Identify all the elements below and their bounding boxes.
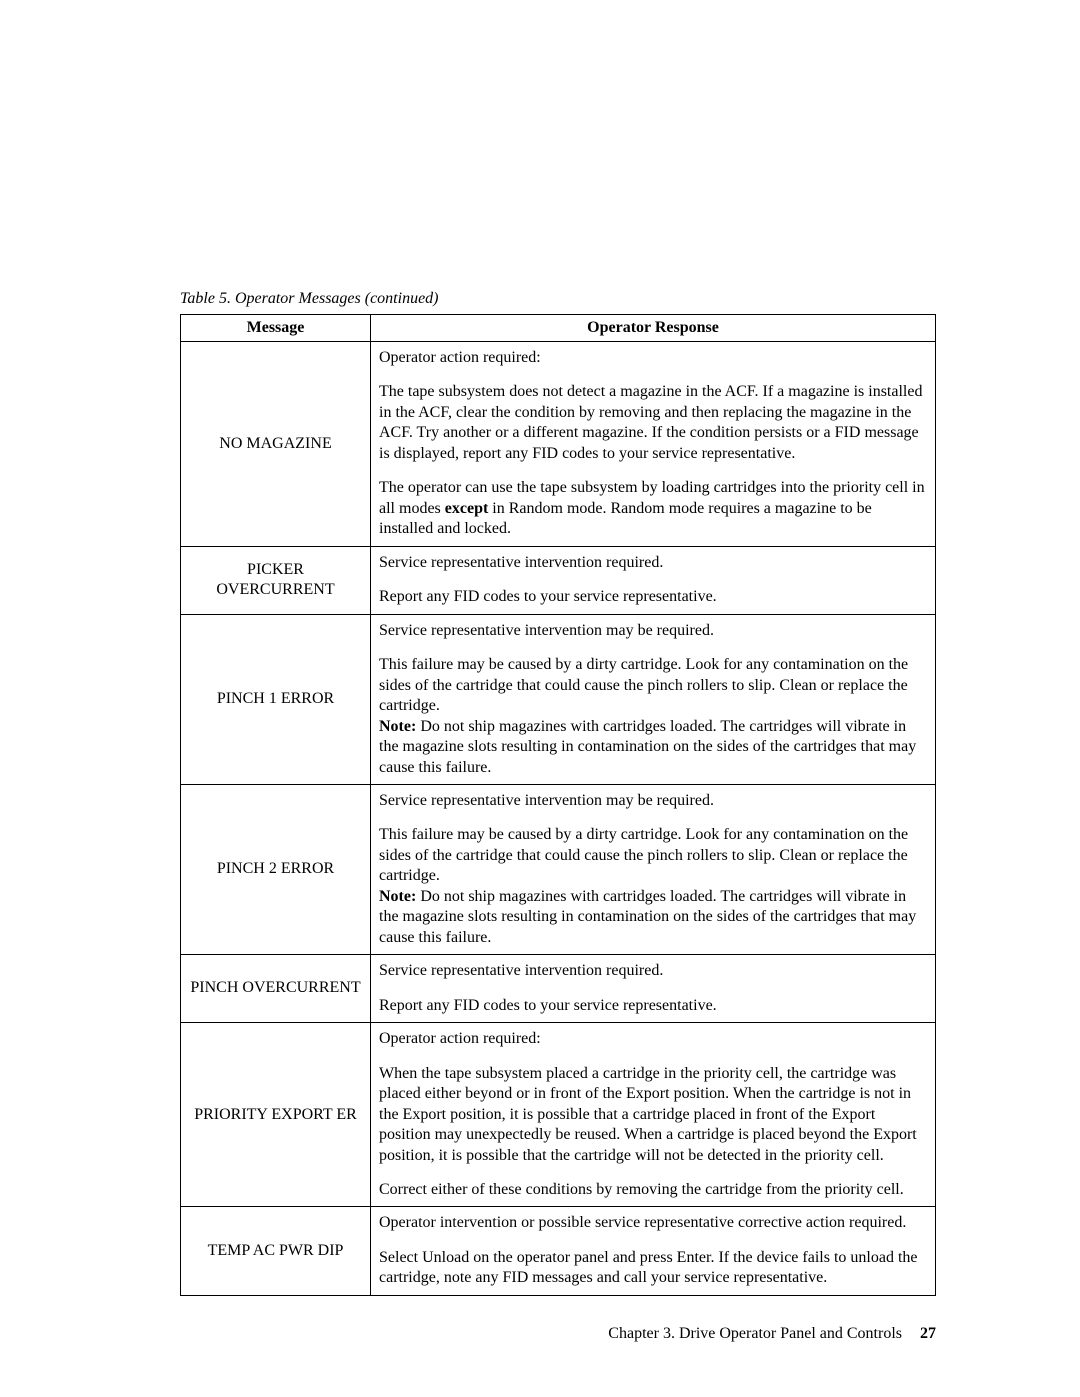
response-paragraph: Report any FID codes to your service rep…	[379, 996, 927, 1016]
page-footer: Chapter 3. Drive Operator Panel and Cont…	[608, 1325, 936, 1343]
table-row: NO MAGAZINE Operator action required: The …	[181, 342, 936, 547]
message-cell: PICKER OVERCURRENT	[181, 546, 371, 614]
message-cell: PINCH 2 ERROR	[181, 784, 371, 954]
response-paragraph: This failure may be caused by a dirty ca…	[379, 655, 927, 778]
table-caption: Table 5. Operator Messages (continued)	[180, 290, 936, 308]
header-message: Message	[181, 315, 371, 342]
response-cell: Operator intervention or possible servic…	[371, 1207, 936, 1295]
table-header-row: Message Operator Response	[181, 315, 936, 342]
response-cell: Service representative intervention requ…	[371, 955, 936, 1023]
table-row: PINCH 1 ERROR Service representative inte…	[181, 614, 936, 784]
response-paragraph: Select Unload on the operator panel and …	[379, 1248, 927, 1289]
response-paragraph: This failure may be caused by a dirty ca…	[379, 825, 927, 948]
table-body: NO MAGAZINE Operator action required: The …	[181, 342, 936, 1296]
message-cell: PRIORITY EXPORT ER	[181, 1023, 371, 1207]
response-paragraph: The operator can use the tape subsystem …	[379, 478, 927, 539]
response-paragraph: Service representative intervention requ…	[379, 553, 927, 573]
table-row: PINCH 2 ERROR Service representative inte…	[181, 784, 936, 954]
footer-page-number: 27	[920, 1325, 936, 1342]
document-page: Table 5. Operator Messages (continued) M…	[0, 0, 1080, 1296]
footer-chapter: Chapter 3. Drive Operator Panel and Cont…	[608, 1325, 902, 1342]
message-cell: PINCH 1 ERROR	[181, 614, 371, 784]
header-response: Operator Response	[371, 315, 936, 342]
response-cell: Operator action required: The tape subsys…	[371, 342, 936, 547]
response-cell: Service representative intervention requ…	[371, 546, 936, 614]
response-paragraph: When the tape subsystem placed a cartrid…	[379, 1064, 927, 1166]
message-cell: TEMP AC PWR DIP	[181, 1207, 371, 1295]
table-row: PINCH OVERCURRENT Service representative …	[181, 955, 936, 1023]
response-paragraph: Service representative intervention requ…	[379, 961, 927, 981]
response-paragraph: Operator action required:	[379, 1029, 927, 1049]
message-cell: PINCH OVERCURRENT	[181, 955, 371, 1023]
response-cell: Service representative intervention may …	[371, 614, 936, 784]
response-paragraph: Service representative intervention may …	[379, 791, 927, 811]
response-paragraph: Correct either of these conditions by re…	[379, 1180, 927, 1200]
operator-messages-table: Message Operator Response NO MAGAZINEOpe…	[180, 314, 936, 1296]
message-cell: NO MAGAZINE	[181, 342, 371, 547]
response-paragraph: Operator action required:	[379, 348, 927, 368]
response-cell: Operator action required: When the tape s…	[371, 1023, 936, 1207]
response-paragraph: Report any FID codes to your service rep…	[379, 587, 927, 607]
response-paragraph: The tape subsystem does not detect a mag…	[379, 382, 927, 464]
table-row: TEMP AC PWR DIP Operator intervention or …	[181, 1207, 936, 1295]
response-paragraph: Service representative intervention may …	[379, 621, 927, 641]
table-row: PRIORITY EXPORT EROperator action requir…	[181, 1023, 936, 1207]
table-row: PICKER OVERCURRENT Service representative…	[181, 546, 936, 614]
response-cell: Service representative intervention may …	[371, 784, 936, 954]
response-paragraph: Operator intervention or possible servic…	[379, 1213, 927, 1233]
